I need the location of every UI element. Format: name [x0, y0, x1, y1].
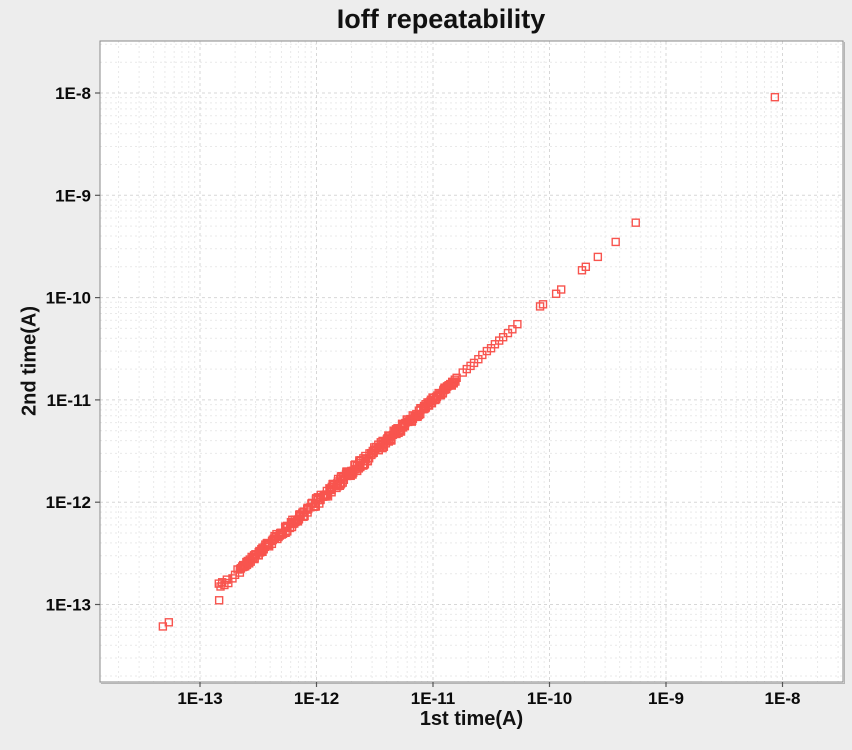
y-tick-label: 1E-11 — [47, 391, 91, 410]
y-axis-label: 2nd time(A) — [18, 306, 41, 416]
data-point — [631, 218, 640, 227]
data-point — [222, 575, 232, 584]
plot-frame — [99, 40, 844, 683]
data-point — [214, 579, 223, 588]
data-point — [593, 252, 603, 262]
x-tick-label: 1E-11 — [411, 689, 455, 708]
chart-title: Ioff repeatability — [336, 4, 546, 34]
data-point — [513, 319, 522, 329]
y-tick-label: 1E-8 — [55, 84, 91, 103]
x-tick-label: 1E-13 — [177, 689, 222, 708]
x-tick-label: 1E-12 — [294, 689, 339, 708]
data-point — [611, 237, 620, 247]
data-points — [158, 92, 780, 631]
data-point — [458, 368, 467, 377]
y-tick-label: 1E-10 — [46, 289, 91, 308]
x-axis-label: 1st time(A) — [419, 708, 524, 730]
grid-lines — [100, 41, 843, 682]
axis-ticks-and-labels: 1E-13 1E-12 1E-11 1E-10 1E-9 1E-8 1E-13 1E-12 1E… — [46, 84, 801, 708]
data-point — [551, 289, 561, 298]
plot-area — [100, 41, 843, 682]
data-point — [770, 92, 780, 102]
y-tick-label: 1E-9 — [55, 186, 91, 205]
y-tick-label: 1E-13 — [46, 596, 91, 615]
y-tick-label: 1E-12 — [46, 493, 91, 512]
data-point — [577, 266, 587, 275]
x-tick-label: 1E-9 — [648, 689, 684, 708]
data-point — [556, 285, 566, 294]
data-point — [451, 377, 460, 386]
data-point — [535, 302, 545, 311]
data-point — [387, 435, 396, 445]
x-tick-label: 1E-10 — [527, 689, 572, 708]
data-point — [158, 622, 168, 631]
x-tick-label: 1E-8 — [765, 689, 801, 708]
data-point — [214, 596, 224, 605]
